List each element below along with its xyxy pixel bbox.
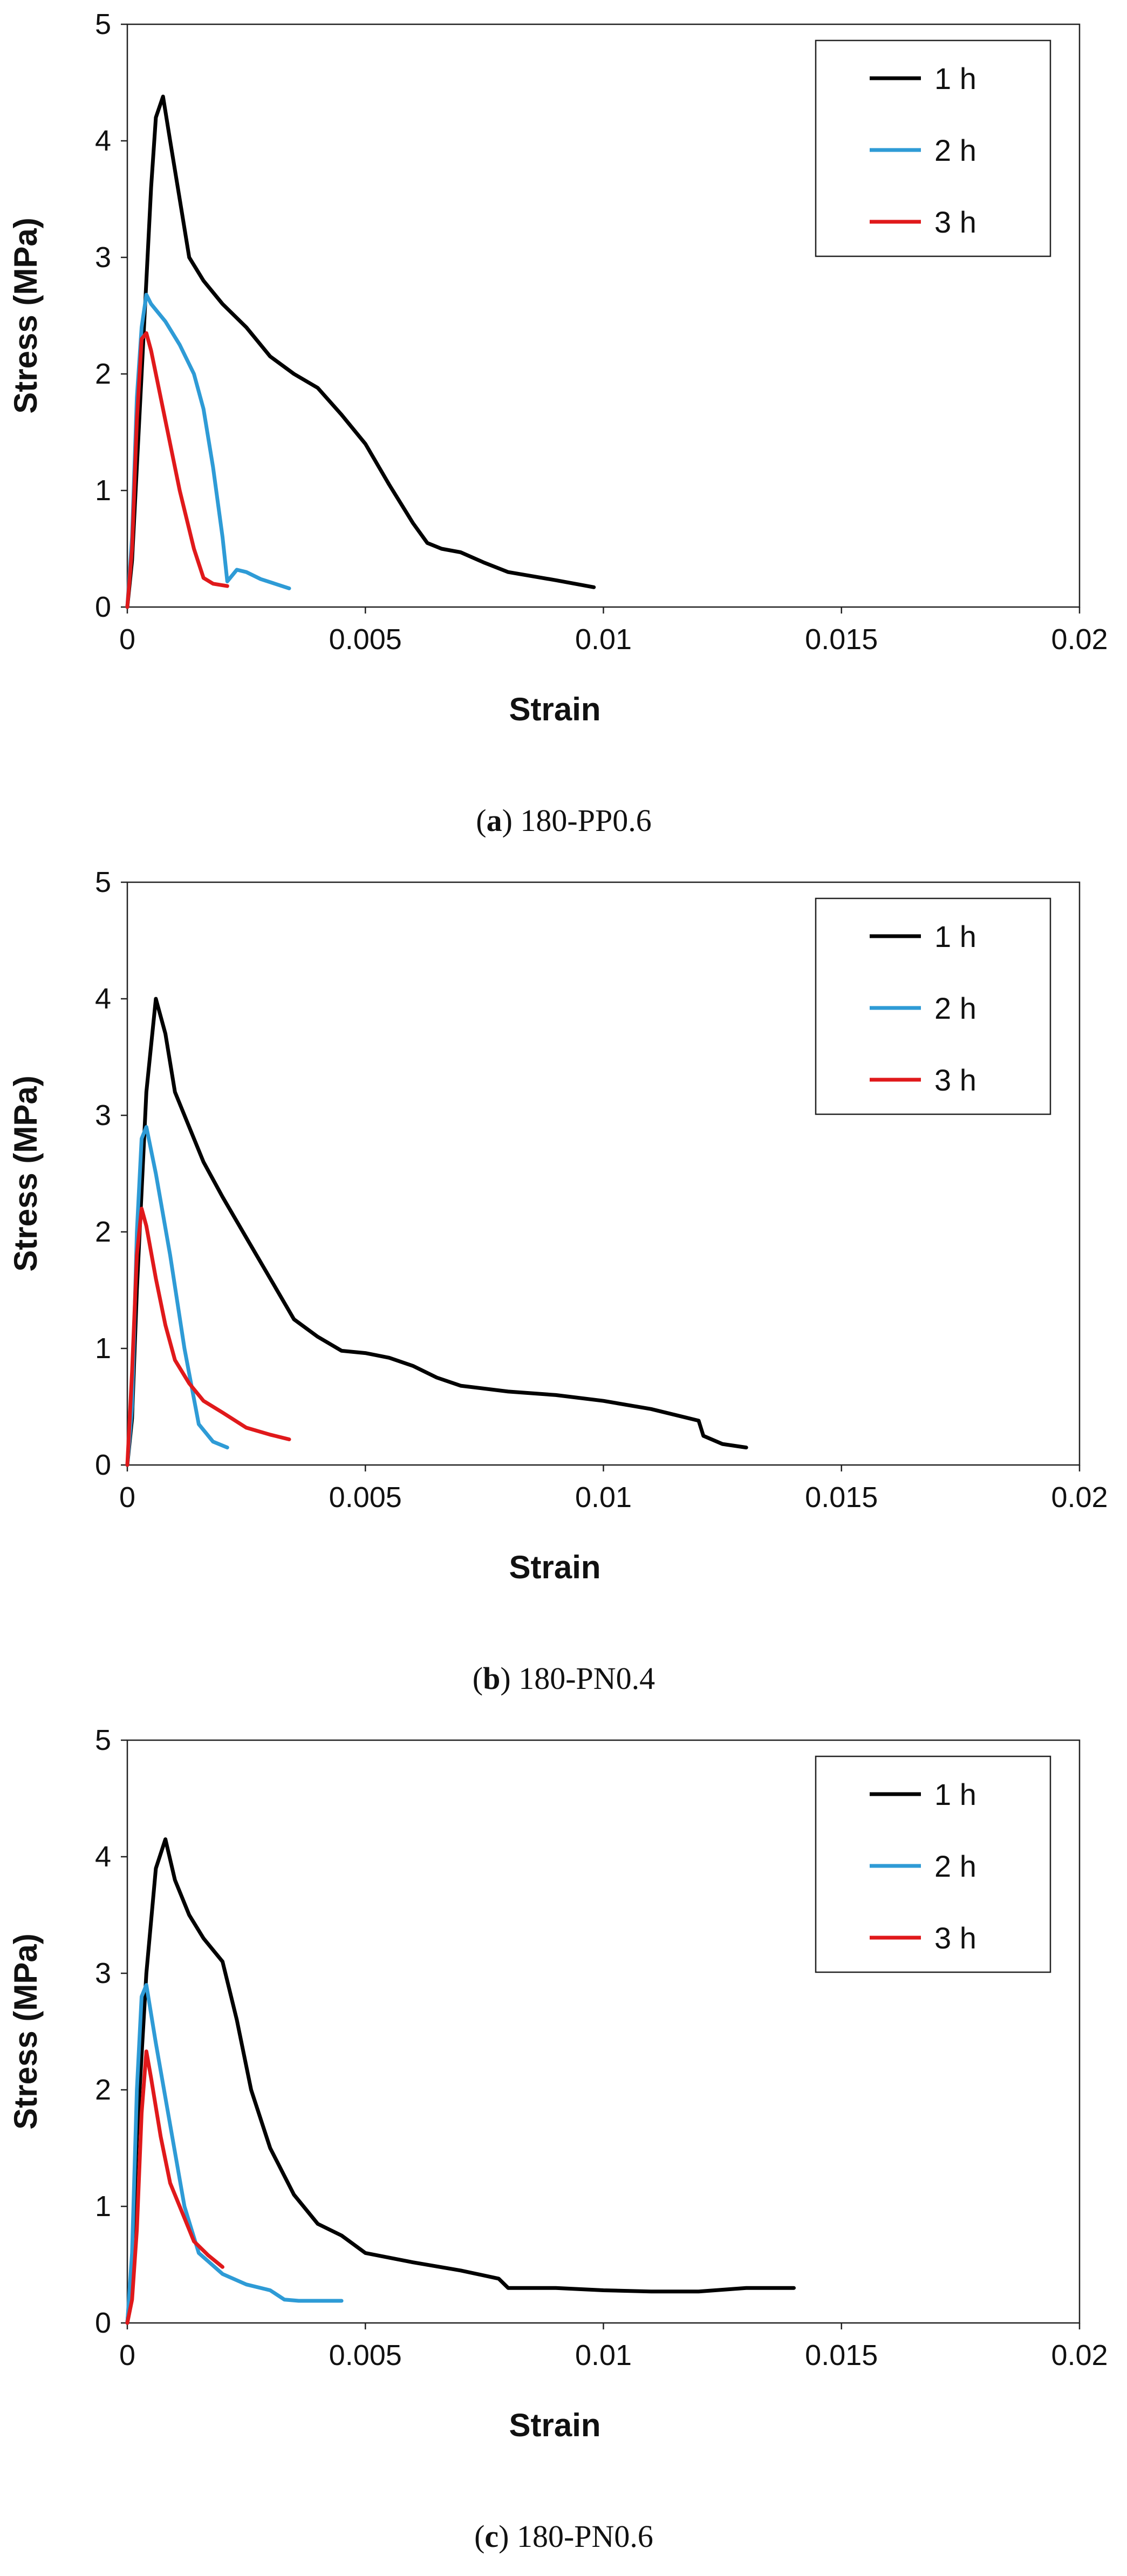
x-tick-label: 0 bbox=[119, 623, 135, 656]
legend-label: 2 h bbox=[934, 1849, 976, 1883]
legend-box bbox=[815, 897, 1051, 1115]
y-tick-label: 1 bbox=[95, 2190, 111, 2223]
x-tick-label: 0.005 bbox=[329, 2339, 402, 2371]
legend-label: 3 h bbox=[934, 205, 976, 239]
y-axis-label: Stress (MPa) bbox=[8, 1933, 44, 2129]
caption-paren-close: ) bbox=[502, 803, 521, 838]
caption-letter: a bbox=[487, 803, 502, 838]
series-line-3h bbox=[125, 2049, 224, 2325]
legend-label: 1 h bbox=[934, 62, 976, 96]
legend: 1 h 2 h 3 h bbox=[815, 39, 1051, 257]
legend-label: 2 h bbox=[934, 991, 976, 1025]
x-axis-label: Strain bbox=[509, 691, 600, 727]
legend: 1 h 2 h 3 h bbox=[815, 897, 1051, 1115]
y-tick-label: 2 bbox=[95, 358, 111, 390]
x-tick-label: 0.01 bbox=[575, 623, 632, 656]
chart-panel-a: 0 1 2 3 4 5 0 0.005 0.01 0.015 0.02 Strain Stress (M… bbox=[8, 8, 1108, 838]
series-line-1h bbox=[125, 94, 596, 609]
caption-paren-close: ) bbox=[500, 1661, 518, 1696]
x-tick-label: 0.015 bbox=[805, 623, 878, 656]
caption-paren-close: ) bbox=[498, 2519, 517, 2554]
caption-letter: c bbox=[484, 2519, 498, 2554]
caption-paren-open: ( bbox=[476, 803, 486, 838]
caption-paren-open: ( bbox=[473, 1661, 483, 1696]
x-tick-label: 0.01 bbox=[575, 1481, 632, 1514]
x-tick-label: 0.005 bbox=[329, 1481, 402, 1514]
x-tick-label: 0 bbox=[119, 1481, 135, 1514]
y-tick-label: 0 bbox=[95, 1449, 111, 1481]
y-tick-label: 4 bbox=[95, 125, 111, 157]
x-axis-label: Strain bbox=[509, 2407, 600, 2443]
x-tick-label: 0 bbox=[119, 2339, 135, 2371]
caption-paren-open: ( bbox=[474, 2519, 484, 2554]
chart-panel-b: 0 1 2 3 4 5 0 0.005 0.01 0.015 0.02 Strain Stress (M… bbox=[8, 866, 1108, 1696]
caption-text: 180-PN0.6 bbox=[517, 2519, 653, 2554]
legend-box bbox=[815, 39, 1051, 257]
legend-label: 3 h bbox=[934, 1063, 976, 1097]
series-line-3h bbox=[125, 1207, 291, 1467]
x-tick-label: 0.01 bbox=[575, 2339, 632, 2371]
x-tick-label: 0.02 bbox=[1051, 623, 1108, 656]
legend: 1 h 2 h 3 h bbox=[815, 1755, 1051, 1973]
x-axis-label: Strain bbox=[509, 1549, 600, 1585]
legend-label: 2 h bbox=[934, 133, 976, 167]
y-tick-label: 0 bbox=[95, 591, 111, 623]
series-line-3h bbox=[125, 331, 229, 609]
y-tick-label: 3 bbox=[95, 241, 111, 274]
y-axis-label: Stress (MPa) bbox=[8, 217, 44, 413]
x-tick-label: 0.005 bbox=[329, 623, 402, 656]
y-tick-label: 4 bbox=[95, 1841, 111, 1873]
panel-caption: (b) 180-PN0.4 bbox=[473, 1661, 655, 1696]
caption-letter: b bbox=[483, 1661, 500, 1696]
x-tick-label: 0.02 bbox=[1051, 2339, 1108, 2371]
chart-panel-c: 0 1 2 3 4 5 0 0.005 0.01 0.015 0.02 Strain Stress (M… bbox=[8, 1724, 1108, 2554]
x-tick-label: 0.015 bbox=[805, 1481, 878, 1514]
panel-caption: (c) 180-PN0.6 bbox=[474, 2519, 653, 2554]
y-tick-label: 2 bbox=[95, 2074, 111, 2106]
series-line-1h bbox=[125, 997, 748, 1467]
legend-label: 1 h bbox=[934, 1777, 976, 1811]
caption-text: 180-PN0.4 bbox=[518, 1661, 655, 1696]
y-tick-label: 5 bbox=[95, 866, 111, 898]
y-tick-label: 1 bbox=[95, 1332, 111, 1365]
caption-text: 180-PP0.6 bbox=[520, 803, 651, 838]
legend-label: 3 h bbox=[934, 1921, 976, 1955]
series-line-1h bbox=[125, 1837, 796, 2325]
y-tick-label: 5 bbox=[95, 8, 111, 40]
y-tick-label: 4 bbox=[95, 983, 111, 1015]
y-tick-label: 2 bbox=[95, 1216, 111, 1248]
y-tick-label: 0 bbox=[95, 2307, 111, 2339]
y-tick-label: 1 bbox=[95, 474, 111, 507]
y-tick-label: 3 bbox=[95, 1099, 111, 1132]
y-axis-label: Stress (MPa) bbox=[8, 1075, 44, 1271]
legend-label: 1 h bbox=[934, 919, 976, 953]
y-tick-label: 3 bbox=[95, 1957, 111, 1989]
y-tick-label: 5 bbox=[95, 1724, 111, 1756]
panel-caption: (a) 180-PP0.6 bbox=[476, 803, 651, 838]
series-line-2h bbox=[125, 1983, 344, 2325]
series-line-2h bbox=[125, 292, 291, 609]
x-tick-label: 0.015 bbox=[805, 2339, 878, 2371]
legend-box bbox=[815, 1755, 1051, 1973]
x-tick-label: 0.02 bbox=[1051, 1481, 1108, 1514]
